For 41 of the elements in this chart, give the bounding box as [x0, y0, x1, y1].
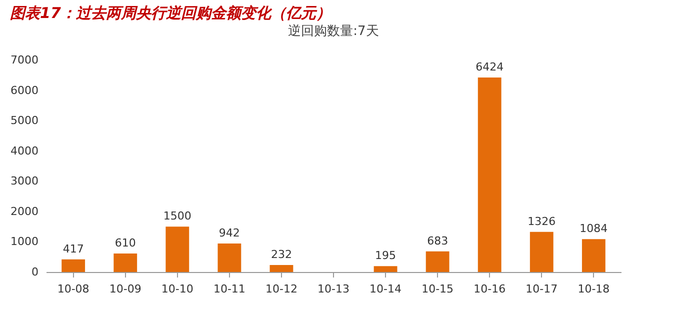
x-tick-label: 10-12	[265, 282, 298, 296]
y-tick-label: 7000	[10, 54, 38, 66]
chart-title: 图表17：过去两周央行逆回购金额变化（亿元）	[10, 4, 331, 22]
data-label: 6424	[476, 60, 504, 74]
data-label: 232	[270, 248, 292, 261]
y-tick-label: 1000	[10, 235, 38, 248]
data-label: 195	[375, 249, 396, 262]
y-tick-label: 0	[32, 266, 38, 278]
x-tick-label: 10-11	[213, 282, 246, 296]
bar	[114, 254, 138, 272]
x-tick-label: 10-15	[422, 282, 454, 296]
data-label: 610	[114, 236, 136, 250]
bar	[62, 259, 86, 272]
bar	[374, 266, 398, 272]
data-label: 417	[62, 242, 84, 256]
x-tick-label: 10-14	[370, 282, 402, 296]
bar	[478, 77, 502, 272]
x-tick-label: 10-13	[318, 282, 350, 296]
bar	[530, 232, 554, 272]
y-tick-label: 6000	[10, 84, 38, 97]
bar	[582, 239, 606, 272]
bar	[270, 264, 294, 272]
bar	[218, 243, 242, 272]
x-tick-label: 10-17	[526, 282, 558, 296]
chart-subtitle: 逆回购数量:7天	[288, 24, 379, 39]
y-tick-label: 4000	[10, 144, 38, 158]
y-tick-label: 3000	[10, 174, 38, 188]
data-label: 1084	[580, 222, 608, 236]
data-label: 942	[218, 226, 240, 240]
x-tick-label: 10-08	[57, 282, 90, 296]
y-tick-label: 5000	[10, 114, 38, 128]
bar	[166, 226, 190, 272]
y-tick-label: 2000	[10, 204, 38, 218]
x-tick-label: 10-16	[474, 282, 506, 296]
x-tick-label: 10-18	[578, 282, 610, 296]
bar	[426, 251, 450, 272]
x-tick-label: 10-10	[161, 282, 194, 296]
data-label: 683	[427, 234, 448, 248]
data-label: 1500	[163, 210, 192, 223]
x-tick-label: 10-09	[109, 282, 142, 296]
data-label: 1326	[528, 214, 556, 228]
